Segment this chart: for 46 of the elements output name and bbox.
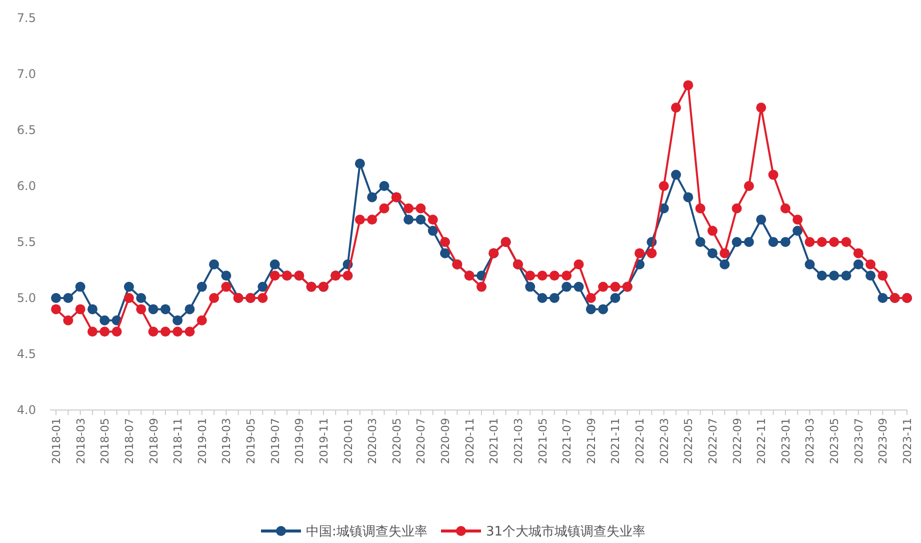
x-tick-label: 2023-03 [804, 418, 817, 464]
x-tick-label: 2018-03 [74, 418, 88, 464]
x-tick-label: 2023-01 [779, 418, 792, 464]
y-tick-label: 4.0 [16, 403, 36, 418]
legend-label: 中国:城镇调查失业率 [306, 524, 428, 540]
x-tick-label: 2022-05 [682, 418, 696, 464]
x-tick-label: 2018-11 [172, 418, 185, 464]
x-tick-label: 2019-01 [196, 418, 209, 464]
y-tick-label: 5.0 [16, 291, 36, 306]
x-tick-label: 2022-09 [730, 418, 744, 464]
y-tick-label: 5.5 [16, 235, 36, 250]
x-tick-label: 2022-01 [634, 418, 647, 464]
x-tick-label: 2023-07 [852, 418, 866, 464]
x-tick-label: 2018-07 [122, 418, 136, 464]
y-tick-label: 6.0 [16, 179, 36, 194]
x-tick-label: 2022-07 [706, 418, 720, 464]
x-tick-label: 2021-05 [536, 418, 550, 464]
x-tick-label: 2022-11 [755, 418, 768, 464]
x-tick-label: 2021-03 [512, 418, 525, 464]
x-tick-label: 2019-03 [220, 418, 234, 464]
y-tick-label: 7.5 [16, 11, 36, 26]
x-tick-label: 2020-05 [390, 418, 404, 464]
x-tick-label: 2021-01 [488, 418, 501, 464]
x-tick-label: 2021-11 [609, 418, 622, 464]
x-tick-label: 2023-05 [828, 418, 842, 464]
y-tick-label: 6.5 [16, 123, 36, 138]
x-tick-label: 2020-09 [439, 418, 452, 464]
x-tick-label: 2020-11 [463, 418, 476, 464]
x-tick-label: 2020-03 [366, 418, 380, 464]
x-tick-label: 2022-03 [658, 418, 671, 464]
x-tick-label: 2019-07 [268, 418, 282, 464]
x-tick-label: 2021-07 [560, 418, 574, 464]
x-tick-label: 2018-09 [147, 418, 160, 464]
legend-label: 31个大城市城镇调查失业率 [486, 524, 646, 540]
x-tick-label: 2020-07 [414, 418, 428, 464]
x-tick-label: 2023-09 [876, 418, 890, 464]
x-tick-label: 2023-11 [901, 418, 914, 464]
x-tick-label: 2020-01 [342, 418, 355, 464]
x-tick-label: 2018-01 [50, 418, 63, 464]
x-tick-label: 2021-09 [584, 418, 598, 464]
x-tick-label: 2018-05 [98, 418, 112, 464]
x-tick-label: 2019-09 [293, 418, 306, 464]
y-tick-label: 4.5 [16, 347, 36, 362]
x-tick-label: 2019-05 [244, 418, 258, 464]
y-tick-label: 7.0 [16, 67, 36, 82]
x-tick-label: 2019-11 [317, 418, 330, 464]
